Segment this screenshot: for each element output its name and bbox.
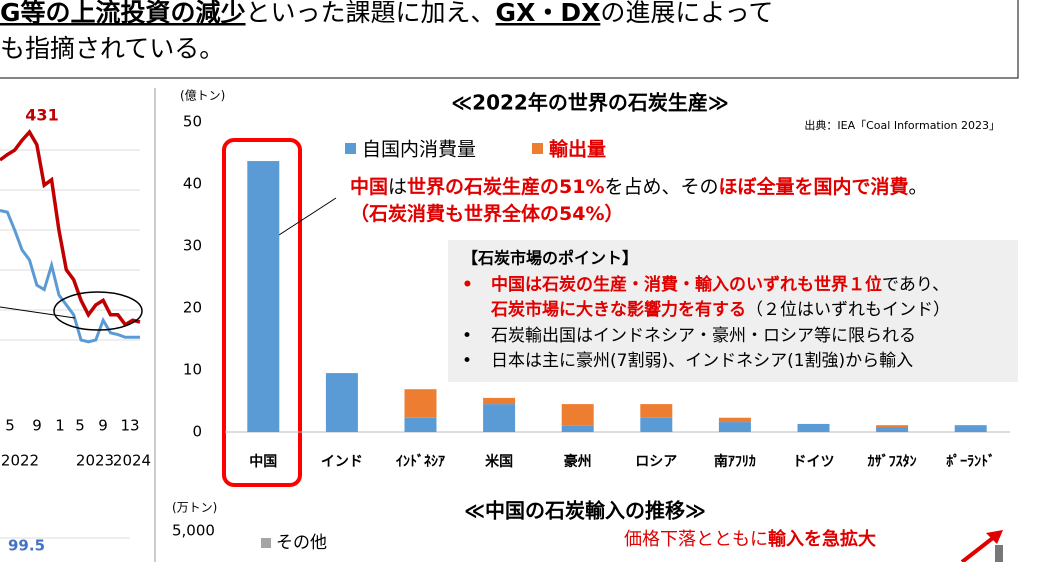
bar-segment <box>797 423 830 432</box>
year-label: 2022 <box>1 452 39 470</box>
x-tick-label: ｲﾝﾄﾞﾈｼｱ <box>396 453 445 470</box>
text-run: 。 <box>909 176 928 198</box>
text-run: GX・DX <box>496 0 601 27</box>
bullet-text: 石炭市場に大きな影響力を有する（２位はいずれもインド） <box>490 299 950 320</box>
bar-segment <box>483 397 516 405</box>
point-box <box>448 240 1018 382</box>
bar-segment <box>483 404 516 432</box>
chart-title: ≪中国の石炭輸入の推移≫ <box>464 499 706 523</box>
text-run: G等の上流投資の減少 <box>0 0 246 27</box>
bar-segment <box>640 404 673 418</box>
legend-label: その他 <box>276 533 327 553</box>
annotation: 価格下落とともに輸入を急拡大 <box>624 528 876 550</box>
text-run: も指摘されている。 <box>0 34 224 63</box>
text-run: 石炭市場に大きな影響力を有する <box>490 299 746 320</box>
bar-segment <box>876 425 909 428</box>
legend-swatch <box>345 143 356 154</box>
bullet-text: 中国は石炭の生産・消費・輸入のいずれも世界１位であり、 <box>491 274 949 295</box>
year-label: 2023 <box>76 452 114 470</box>
text-run: （２位はいずれもインド） <box>746 300 950 320</box>
bar-segment <box>561 404 594 426</box>
text-run: 輸入を急拡大 <box>768 528 876 550</box>
x-tick-label: インド <box>321 454 363 470</box>
x-tick-label: 9 <box>98 417 108 435</box>
bar-segment <box>640 417 673 432</box>
y-tick-label: 50 <box>183 113 202 131</box>
data-label: 99.5 <box>8 537 45 555</box>
x-tick-label: ﾎﾟｰﾗﾝﾄﾞ <box>946 453 995 470</box>
text-run: 中国 <box>350 175 388 198</box>
text-run: ほぼ全量を国内で消費 <box>719 175 909 198</box>
y-tick-label: 30 <box>183 237 202 255</box>
text-run: といった課題に加え、 <box>246 0 496 27</box>
y-tick-label: 20 <box>183 299 202 317</box>
data-label: 431 <box>25 106 58 125</box>
legend-swatch <box>261 538 271 548</box>
x-tick-label: 9 <box>32 417 42 435</box>
line <box>0 208 140 344</box>
highlight <box>222 138 302 487</box>
header-line: も指摘されている。 <box>0 34 224 63</box>
text-run: 価格下落とともに <box>624 529 768 550</box>
year-label: 2024 <box>113 452 151 470</box>
x-tick-label: 13 <box>120 417 139 435</box>
text-run: であり、 <box>882 275 949 295</box>
x-tick-label: ロシア <box>635 454 677 470</box>
text-run: （石炭消費も世界全体の54%） <box>350 202 623 225</box>
x-tick-label: 5 <box>5 417 15 435</box>
bullet: • <box>462 326 472 346</box>
y-label: (億トン) <box>180 89 225 103</box>
x-tick-label: 南ｱﾌﾘｶ <box>714 453 756 470</box>
x-tick-label: 米国 <box>485 453 513 470</box>
text-run: 中国は石炭の生産・消費・輸入のいずれも世界１位 <box>491 274 882 295</box>
y-tick-label: 5,000 <box>172 522 215 540</box>
annotation: （石炭消費も世界全体の54%） <box>350 202 623 225</box>
bar-segment <box>325 373 358 432</box>
source: 出典：IEA「Coal Information 2023」 <box>804 118 1000 132</box>
bar-segment <box>718 417 751 423</box>
arrow-head <box>986 530 1003 544</box>
x-tick-label: 豪州 <box>564 453 592 470</box>
legend-label: 輸出量 <box>549 138 606 161</box>
bar-segment <box>561 425 594 432</box>
legend-swatch <box>532 143 543 154</box>
legend-label: 自国内消費量 <box>362 139 476 161</box>
bar-segment <box>404 389 437 418</box>
chart-title: ≪2022年の世界の石炭生産≫ <box>451 91 729 115</box>
pointer <box>0 306 76 319</box>
bullet: • <box>462 275 473 295</box>
annotation: 中国は世界の石炭生産の51%を占め、そのほぼ全量を国内で消費。 <box>350 175 928 198</box>
bar-fragment <box>995 545 1003 562</box>
bar-segment <box>718 422 751 432</box>
text-run: 世界の石炭生産の51% <box>407 175 604 198</box>
x-tick-label: ドイツ <box>793 454 835 470</box>
x-tick-label: 中国 <box>249 453 277 470</box>
line <box>0 129 141 328</box>
text-run: は <box>388 176 407 198</box>
y-tick-label: 40 <box>183 175 202 193</box>
header-box <box>0 0 1019 79</box>
x-tick-label: 5 <box>75 417 85 435</box>
x-tick-label: ｶｻﾞﾌｽﾀﾝ <box>868 453 917 470</box>
x-tick-label: 1 <box>55 417 65 435</box>
bullet-text: 石炭輸出国はインドネシア・豪州・ロシア等に限られる <box>491 325 916 346</box>
y-tick-label: 0 <box>192 423 202 441</box>
y-tick-label: 10 <box>183 361 202 379</box>
y-label: (万トン) <box>172 501 217 515</box>
box-title: 【石炭市場のポイント】 <box>462 249 638 268</box>
bar-segment <box>247 161 280 432</box>
text-run: の進展によって <box>600 0 773 27</box>
text-run: を占め、その <box>605 176 719 198</box>
header-line: G等の上流投資の減少といった課題に加え、GX・DXの進展によって <box>0 0 773 27</box>
bullet: • <box>462 351 472 371</box>
bar-segment <box>404 417 437 432</box>
bullet-text: 日本は主に豪州(7割弱)、インドネシア(1割強)から輸入 <box>491 350 913 371</box>
bar-segment <box>954 425 987 432</box>
highlight <box>53 291 143 331</box>
bar-segment <box>876 427 909 432</box>
